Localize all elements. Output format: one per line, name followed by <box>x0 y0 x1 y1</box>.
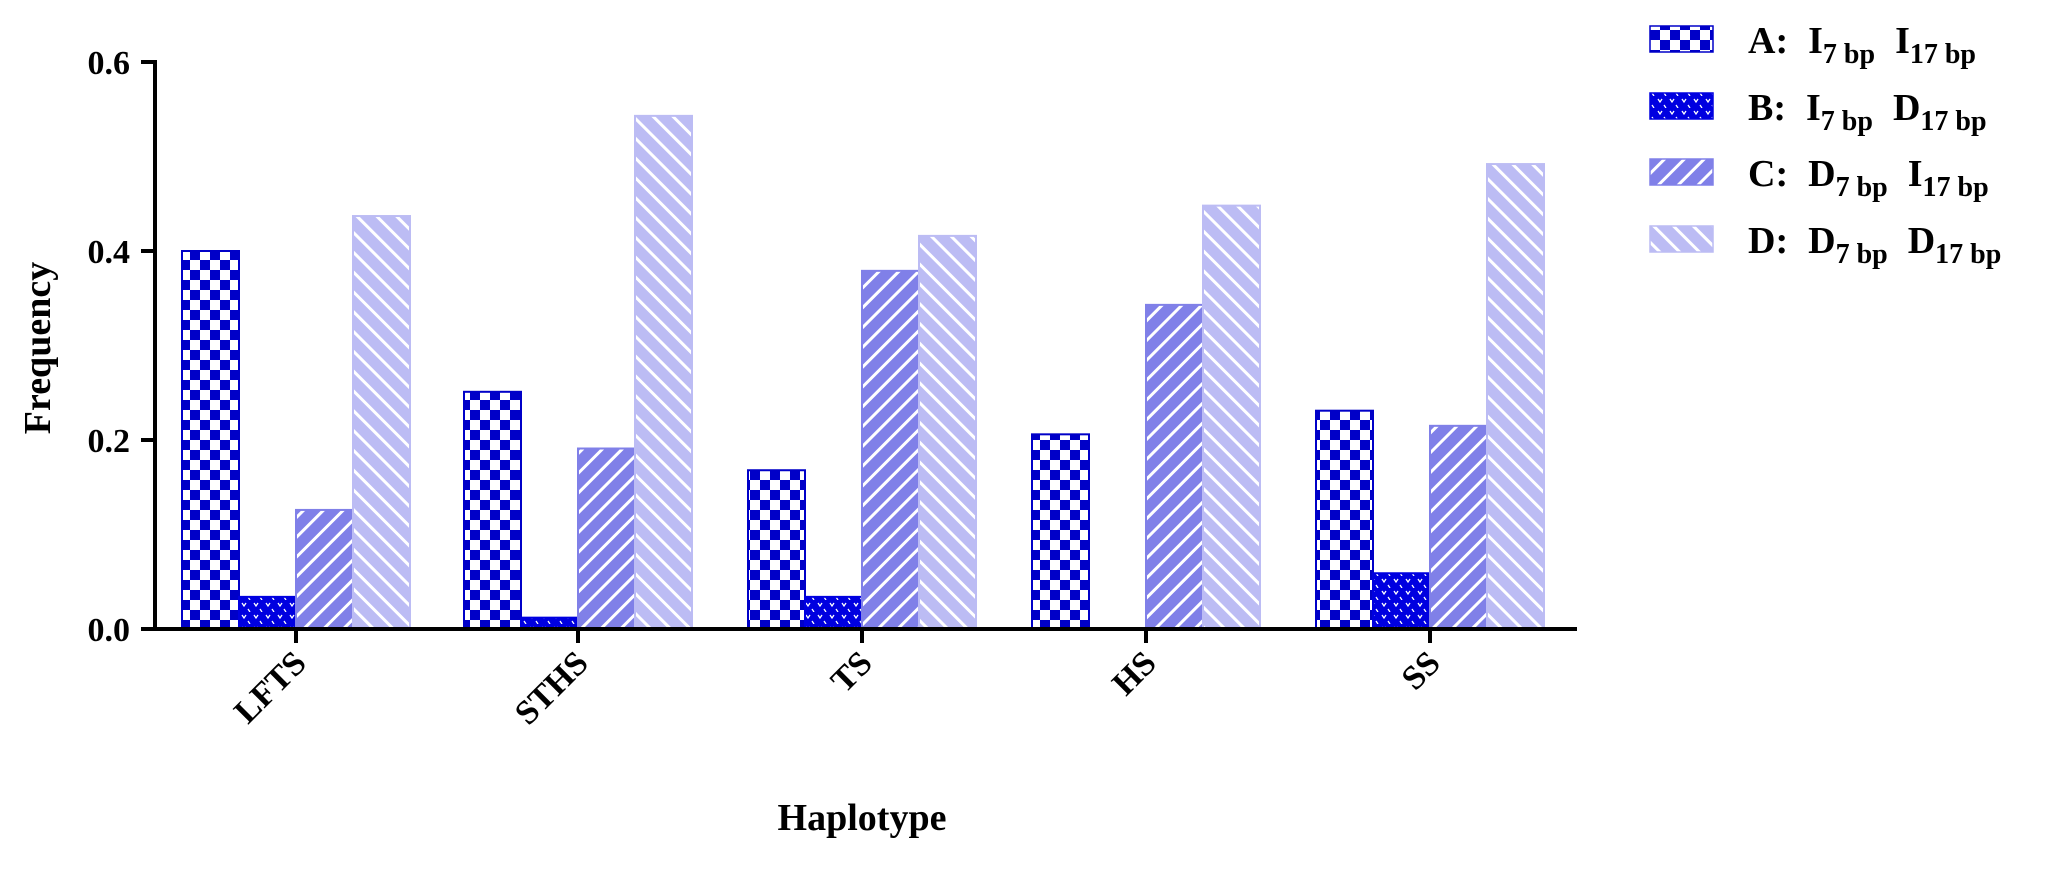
bar-sths-2 <box>577 447 636 630</box>
legend-sub-1: 7 bp <box>1836 172 1888 203</box>
legend: A: I7 bp I17 bpB: I7 bp D17 bpC: D7 bp I17 bpD… <box>1649 20 2001 270</box>
x-ticks: LFTS STHS TS HS SS <box>227 629 1448 732</box>
legend-allele-1: I <box>1806 87 1821 129</box>
x-tick-label-ss: SS <box>1395 644 1448 697</box>
legend-sub-1: 7 bp <box>1821 106 1873 137</box>
bar-ts-1 <box>804 595 863 630</box>
legend-sub-1: 7 bp <box>1823 39 1875 70</box>
y-tick-label: 0.6 <box>88 45 131 82</box>
y-ticks: 0.0 0.2 0.4 0.6 <box>88 45 155 649</box>
bar-ts-3 <box>918 234 977 630</box>
legend-swatch-0 <box>1649 25 1714 53</box>
legend-sub-2: 17 bp <box>1935 239 2001 270</box>
bar-hs-2 <box>1145 303 1204 630</box>
x-tick-label-hs: HS <box>1105 644 1163 702</box>
x-axis-label: Haplotype <box>778 797 947 839</box>
bar-ts-2 <box>861 269 920 630</box>
legend-allele-2: I <box>1895 20 1910 62</box>
legend-swatch-2 <box>1649 158 1714 186</box>
legend-label-2: C: D7 bp I17 bp <box>1748 153 1989 203</box>
bar-lfts-1 <box>238 595 297 630</box>
legend-sub-1: 7 bp <box>1836 239 1888 270</box>
legend-allele-2: I <box>1908 153 1923 195</box>
legend-allele-2: D <box>1908 220 1935 262</box>
bar-lfts-2 <box>295 508 354 630</box>
bar-sths-3 <box>634 114 693 631</box>
legend-label-0: A: I7 bp I17 bp <box>1748 20 1976 70</box>
legend-sub-2: 17 bp <box>1920 106 1986 137</box>
bar-ss-0 <box>1315 409 1374 630</box>
legend-swatch-3 <box>1649 225 1714 253</box>
legend-letter: A: <box>1748 20 1788 62</box>
bar-lfts-3 <box>352 215 411 630</box>
legend-letter: B: <box>1748 87 1786 129</box>
bar-hs-0 <box>1031 433 1090 630</box>
legend-letter: C: <box>1748 153 1788 195</box>
legend-allele-1: D <box>1808 153 1835 195</box>
legend-sub-2: 17 bp <box>1923 172 1989 203</box>
bar-ss-3 <box>1486 163 1545 630</box>
bars-group <box>181 114 1545 631</box>
legend-swatch-1 <box>1649 92 1714 120</box>
bar-sths-0 <box>463 390 522 630</box>
bar-ss-2 <box>1429 424 1488 631</box>
x-tick-label-lfts: LFTS <box>227 644 313 730</box>
bar-ss-1 <box>1372 572 1431 630</box>
y-tick-label: 0.0 <box>88 612 131 649</box>
y-tick-label: 0.2 <box>88 423 131 460</box>
legend-allele-1: D <box>1808 220 1835 262</box>
legend-label-3: D: D7 bp D17 bp <box>1748 220 2001 270</box>
y-tick-label: 0.4 <box>88 234 131 271</box>
x-tick-label-sths: STHS <box>508 644 596 732</box>
legend-sub-2: 17 bp <box>1910 39 1976 70</box>
legend-letter: D: <box>1748 220 1788 262</box>
legend-allele-1: I <box>1808 20 1823 62</box>
x-tick-label-ts: TS <box>824 644 880 700</box>
bar-lfts-0 <box>181 250 240 630</box>
bar-hs-3 <box>1202 204 1261 630</box>
y-axis-label: Frequency <box>17 262 59 434</box>
bar-ts-0 <box>747 469 806 630</box>
legend-allele-2: D <box>1893 87 1920 129</box>
legend-label-1: B: I7 bp D17 bp <box>1748 87 1987 137</box>
